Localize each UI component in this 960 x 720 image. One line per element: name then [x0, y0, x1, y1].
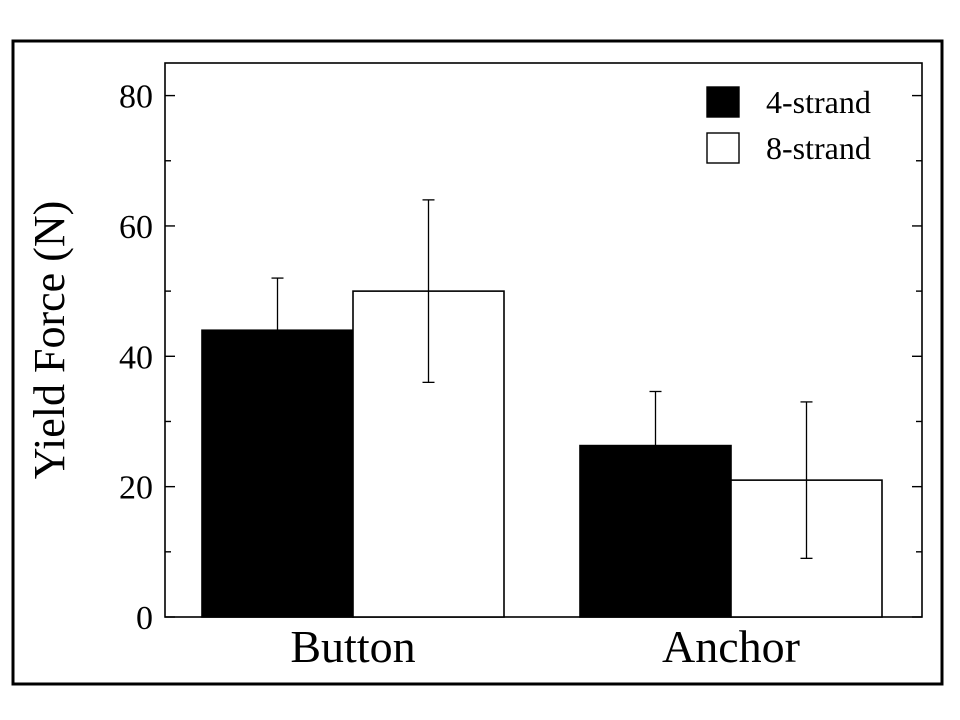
legend-label-4-strand: 4-strand: [766, 84, 871, 120]
x-axis-categories: Button Anchor: [290, 621, 800, 672]
outer-frame: [11, 39, 944, 686]
legend-swatch-8-strand: [706, 132, 740, 164]
y-tick-label: 40: [119, 339, 153, 376]
bars: [201, 290, 883, 618]
legend-label-8-strand: 8-strand: [766, 130, 871, 166]
error-bars: [271, 199, 813, 559]
bar-4-strand-anchor: [579, 444, 732, 618]
plot-area: [164, 62, 923, 618]
legend-swatch-4-strand: [706, 86, 740, 118]
y-axis-label: Yield Force (N): [25, 201, 74, 480]
y-tick-label: 60: [119, 209, 153, 246]
bar-4-strand-button: [201, 329, 354, 618]
legend: 4-strand 8-strand: [706, 84, 871, 166]
category-label-anchor: Anchor: [662, 621, 800, 672]
category-label-button: Button: [290, 621, 415, 672]
y-tick-label: 80: [119, 79, 153, 116]
y-axis: 0 20 40 60 80: [119, 79, 922, 637]
y-tick-label: 0: [136, 600, 153, 637]
y-tick-label: 20: [119, 470, 153, 507]
